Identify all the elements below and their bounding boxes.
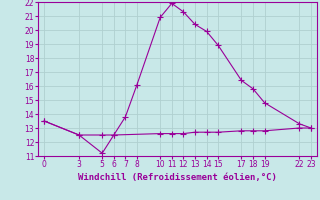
X-axis label: Windchill (Refroidissement éolien,°C): Windchill (Refroidissement éolien,°C) (78, 173, 277, 182)
